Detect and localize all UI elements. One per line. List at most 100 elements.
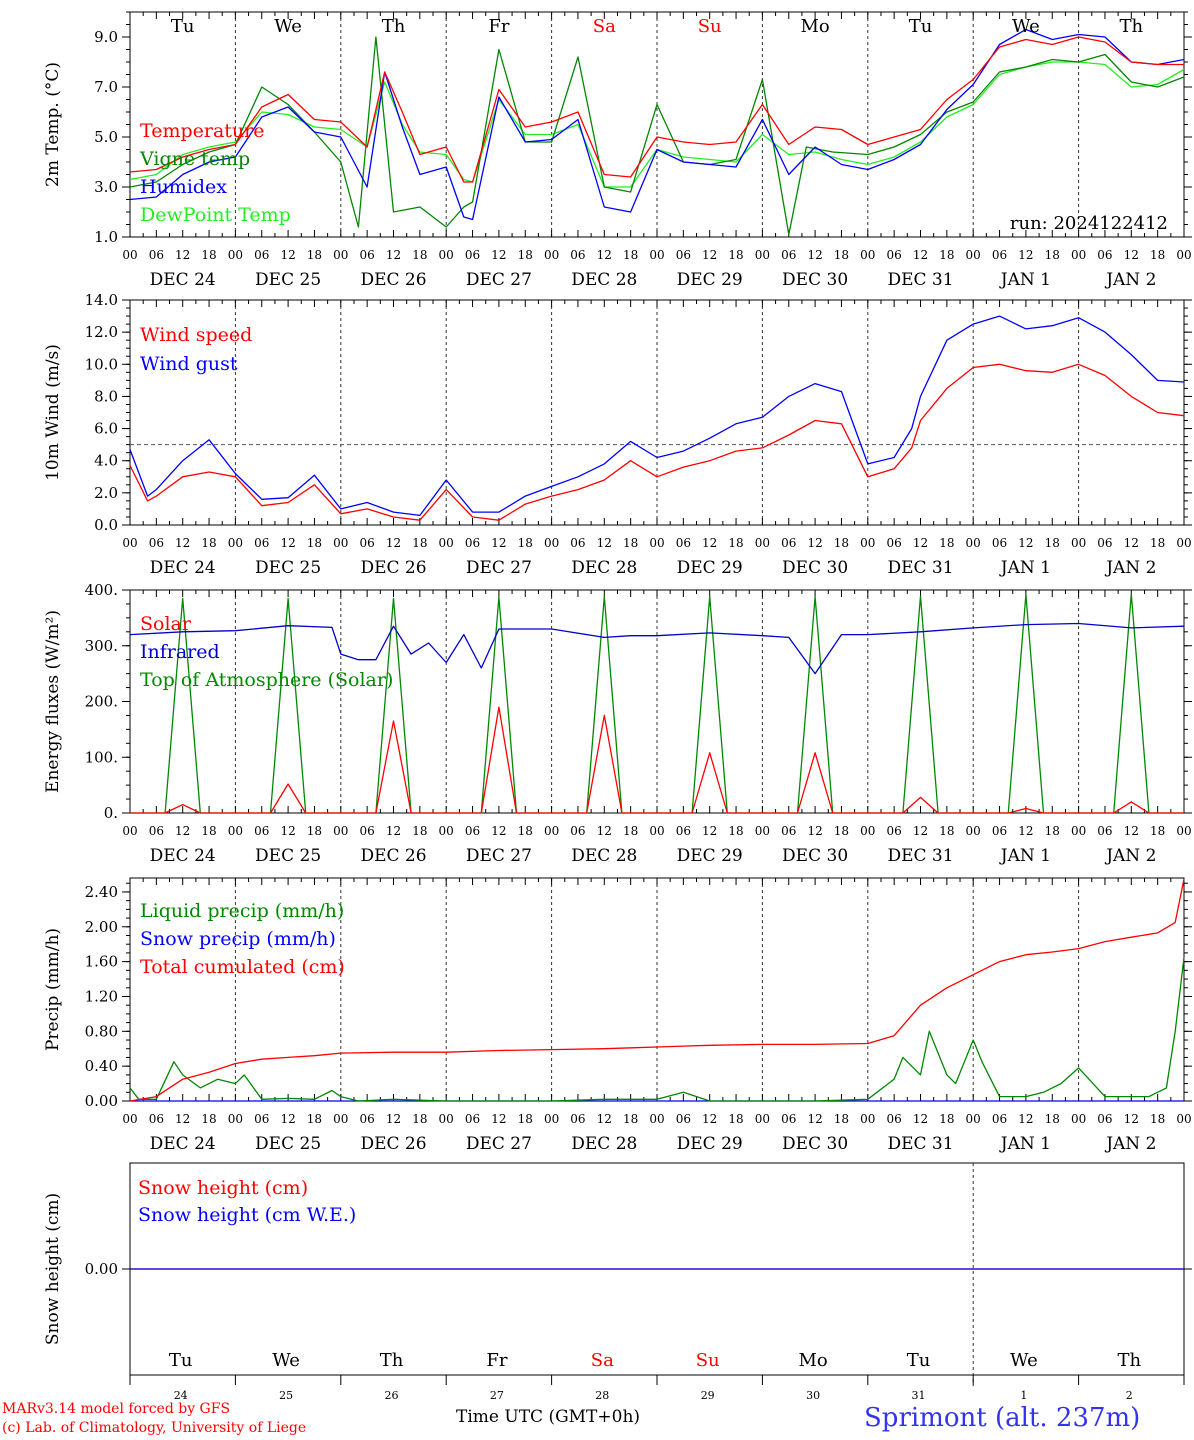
legend-entry: Humidex xyxy=(140,176,227,198)
y-tick-label: 2.0 xyxy=(94,484,118,502)
hour-tick-label: 12 xyxy=(807,1112,822,1126)
date-label: DEC 25 xyxy=(255,1134,321,1154)
run-annotation: run: 2024122412 xyxy=(1010,213,1168,234)
hour-tick-label: 00 xyxy=(966,1112,981,1126)
date-label: DEC 30 xyxy=(782,1134,848,1154)
hour-tick-label: 18 xyxy=(518,1112,533,1126)
weekday-label: Th xyxy=(382,16,406,37)
y-tick-label: 0.00 xyxy=(85,1092,118,1110)
date-label: DEC 31 xyxy=(887,270,953,290)
hour-tick-label: 06 xyxy=(781,824,796,838)
date-label: DEC 29 xyxy=(677,270,743,290)
y-tick-label: 4.0 xyxy=(94,452,118,470)
hour-tick-label: 06 xyxy=(149,248,164,262)
hour-tick-label: 12 xyxy=(386,1112,401,1126)
weekday-label: Fr xyxy=(486,1350,507,1371)
hour-tick-label: 18 xyxy=(412,1112,427,1126)
hour-tick-label: 12 xyxy=(491,536,506,550)
hour-tick-label: 06 xyxy=(887,248,902,262)
hour-tick-label: 00 xyxy=(649,248,664,262)
hour-tick-label: 00 xyxy=(1176,1112,1191,1126)
hour-tick-label: 06 xyxy=(570,824,585,838)
date-label: DEC 30 xyxy=(782,846,848,866)
date-label: DEC 24 xyxy=(150,846,216,866)
hour-tick-label: 00 xyxy=(333,824,348,838)
hour-tick-label: 18 xyxy=(1045,824,1060,838)
hour-tick-label: 12 xyxy=(175,248,190,262)
hour-tick-label: 18 xyxy=(518,536,533,550)
hour-tick-label: 12 xyxy=(807,248,822,262)
hour-tick-label: 00 xyxy=(122,248,137,262)
weekday-label: We xyxy=(1012,16,1040,37)
hour-tick-label: 00 xyxy=(122,1112,137,1126)
day-number-label: 1 xyxy=(1020,1389,1027,1402)
day-number-label: 29 xyxy=(701,1389,715,1402)
hour-tick-label: 00 xyxy=(1071,248,1086,262)
weekday-label: Su xyxy=(696,1350,720,1371)
hour-tick-label: 12 xyxy=(280,824,295,838)
hour-tick-label: 12 xyxy=(1018,1112,1033,1126)
hour-tick-label: 18 xyxy=(412,536,427,550)
hour-tick-label: 12 xyxy=(280,1112,295,1126)
hour-tick-label: 00 xyxy=(333,536,348,550)
hour-tick-label: 00 xyxy=(544,536,559,550)
hour-tick-label: 00 xyxy=(755,536,770,550)
hour-tick-label: 18 xyxy=(1045,536,1060,550)
legend-entry: Snow height (cm) xyxy=(138,1177,308,1199)
panel-3: 00 06 12 18 00 06 12 18 00 06 12 18 00 06 12 18 00 06 12 18… xyxy=(43,581,1192,866)
hour-tick-label: 12 xyxy=(491,1112,506,1126)
hour-tick-label: 18 xyxy=(834,248,849,262)
weekday-label: Th xyxy=(380,1350,404,1371)
hour-tick-label: 00 xyxy=(228,248,243,262)
date-label: DEC 28 xyxy=(571,846,637,866)
hour-tick-label: 00 xyxy=(1176,824,1191,838)
hour-tick-label: 00 xyxy=(649,824,664,838)
y-tick-label: 3.0 xyxy=(94,178,118,196)
panel-1: 00 06 12 18 00 06 12 18 00 06 12 18 00 06 12 18 00 06 12 18… xyxy=(43,11,1192,290)
time-axis-label: Time UTC (GMT+0h) xyxy=(456,1407,641,1427)
hour-tick-label: 00 xyxy=(966,824,981,838)
y-tick-label: 1.60 xyxy=(85,953,118,971)
legend-entry: Top of Atmosphere (Solar) xyxy=(140,669,393,691)
station-name: Sprimont (alt. 237m) xyxy=(864,1403,1141,1433)
hour-tick-label: 00 xyxy=(860,536,875,550)
y-axis-label: 2m Temp. (°C) xyxy=(43,62,63,187)
hour-tick-label: 18 xyxy=(307,248,322,262)
hour-tick-label: 06 xyxy=(149,1112,164,1126)
hour-tick-label: 00 xyxy=(122,536,137,550)
hour-tick-label: 12 xyxy=(491,248,506,262)
date-label: DEC 29 xyxy=(677,558,743,578)
day-number-label: 31 xyxy=(912,1389,926,1402)
hour-tick-label: 00 xyxy=(966,536,981,550)
hour-tick-label: 06 xyxy=(781,1112,796,1126)
series-line-4 xyxy=(129,61,1185,188)
date-label: JAN 2 xyxy=(1104,1134,1156,1154)
hour-tick-label: 06 xyxy=(676,248,691,262)
hour-tick-label: 12 xyxy=(597,248,612,262)
hour-tick-label: 06 xyxy=(465,824,480,838)
series-line-1 xyxy=(129,957,1185,1102)
series-line-3 xyxy=(129,878,1185,1102)
hour-tick-label: 18 xyxy=(201,536,216,550)
panel-frame xyxy=(129,299,1185,526)
hour-tick-label: 06 xyxy=(465,1112,480,1126)
day-number-label: 27 xyxy=(490,1389,504,1402)
hour-tick-label: 18 xyxy=(834,536,849,550)
date-label: JAN 1 xyxy=(999,846,1051,866)
date-label: DEC 28 xyxy=(571,558,637,578)
hour-tick-label: 12 xyxy=(702,824,717,838)
hour-tick-label: 18 xyxy=(939,536,954,550)
legend-entry: Liquid precip (mm/h) xyxy=(140,900,344,922)
date-label: DEC 30 xyxy=(782,270,848,290)
y-tick-label: 1.20 xyxy=(85,987,118,1005)
hour-tick-label: 18 xyxy=(834,824,849,838)
hour-tick-label: 12 xyxy=(386,248,401,262)
hour-tick-label: 12 xyxy=(913,824,928,838)
hour-tick-label: 00 xyxy=(755,824,770,838)
legend-entry: Vigne temp xyxy=(139,148,250,170)
legend-entry: Total cumulated (cm) xyxy=(140,956,345,978)
hour-tick-label: 12 xyxy=(702,536,717,550)
y-tick-label: 2.00 xyxy=(85,918,118,936)
hour-tick-label: 06 xyxy=(887,824,902,838)
